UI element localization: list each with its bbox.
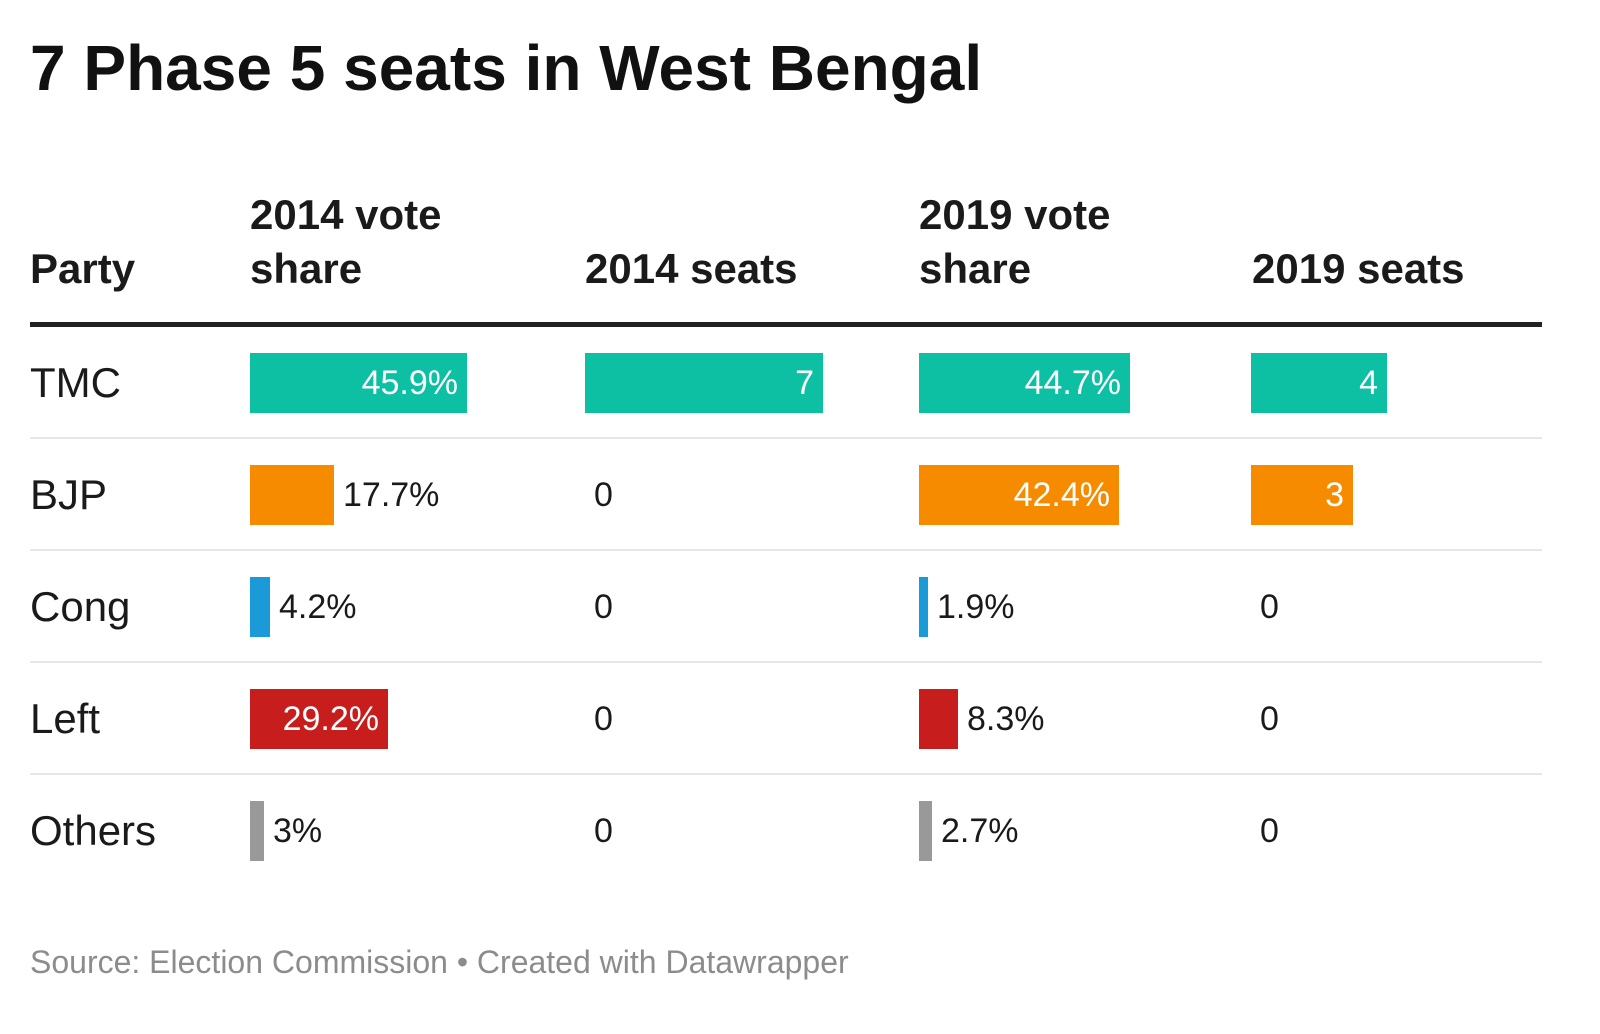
party-name: BJP: [30, 471, 108, 518]
data-label: 0: [1260, 700, 1279, 738]
header-vote-2014-line1: 2014 vote: [250, 191, 442, 238]
header-vote-2019-line2: share: [919, 245, 1032, 292]
data-label: 0: [1260, 588, 1279, 626]
row-divider: [30, 773, 1542, 775]
bar: [919, 801, 932, 861]
row-divider: [30, 661, 1542, 663]
data-label: 0: [1260, 812, 1279, 850]
header-vote-2014-line2: share: [250, 245, 363, 292]
table-row: TMC 45.9% 7 44.7% 4: [30, 327, 1542, 439]
source-note: Source: Election Commission • Created wi…: [30, 944, 849, 980]
party-name: Cong: [30, 583, 131, 630]
data-label: 0: [594, 588, 613, 626]
data-label: 4.2%: [279, 588, 357, 626]
header-rule: [30, 322, 1542, 327]
bar: [919, 689, 958, 749]
header-vote-2019: 2019 vote share: [919, 188, 1110, 296]
table-header: Party 2014 vote share 2014 seats 2019 vo…: [30, 190, 1542, 326]
bar: [919, 577, 928, 637]
data-label: 1.9%: [937, 588, 1015, 626]
data-label: 45.9%: [361, 364, 458, 402]
bar: [250, 353, 467, 413]
table-row: BJP 17.7% 0 42.4% 3: [30, 439, 1542, 551]
header-party: Party: [30, 245, 136, 292]
data-label: 44.7%: [1024, 364, 1121, 402]
data-label: 3%: [273, 812, 323, 850]
bar: [250, 801, 264, 861]
bar: [585, 353, 823, 413]
bar: [250, 689, 388, 749]
bar: [919, 465, 1119, 525]
data-label: 0: [594, 476, 613, 514]
data-label: 0: [594, 812, 613, 850]
chart-title: 7 Phase 5 seats in West Bengal: [30, 32, 983, 104]
data-label: 42.4%: [1013, 476, 1110, 514]
party-name: Left: [30, 695, 101, 742]
header-vote-2014: 2014 vote share: [250, 188, 441, 296]
header-seats-2014: 2014 seats: [585, 245, 798, 292]
party-name: TMC: [30, 359, 121, 406]
row-divider: [30, 437, 1542, 439]
data-label: 8.3%: [967, 700, 1045, 738]
bar: [1251, 465, 1353, 525]
bar: [250, 465, 334, 525]
table-row: Left 29.2% 0 8.3% 0: [30, 663, 1542, 775]
data-label: 0: [594, 700, 613, 738]
party-name: Others: [30, 807, 157, 854]
data-label: 2.7%: [941, 812, 1019, 850]
table-row: Cong 4.2% 0 1.9% 0: [30, 551, 1542, 663]
data-label: 4: [1359, 364, 1378, 402]
row-divider: [30, 549, 1542, 551]
data-label: 7: [795, 364, 814, 402]
bar: [919, 353, 1130, 413]
bar: [250, 577, 270, 637]
bar: [1251, 353, 1387, 413]
header-vote-2019-line1: 2019 vote: [919, 191, 1111, 238]
data-label: 29.2%: [282, 700, 379, 738]
table-row: Others 3% 0 2.7% 0: [30, 775, 1542, 887]
header-seats-2019: 2019 seats: [1252, 245, 1465, 292]
data-label: 17.7%: [343, 476, 440, 514]
data-label: 3: [1325, 476, 1344, 514]
